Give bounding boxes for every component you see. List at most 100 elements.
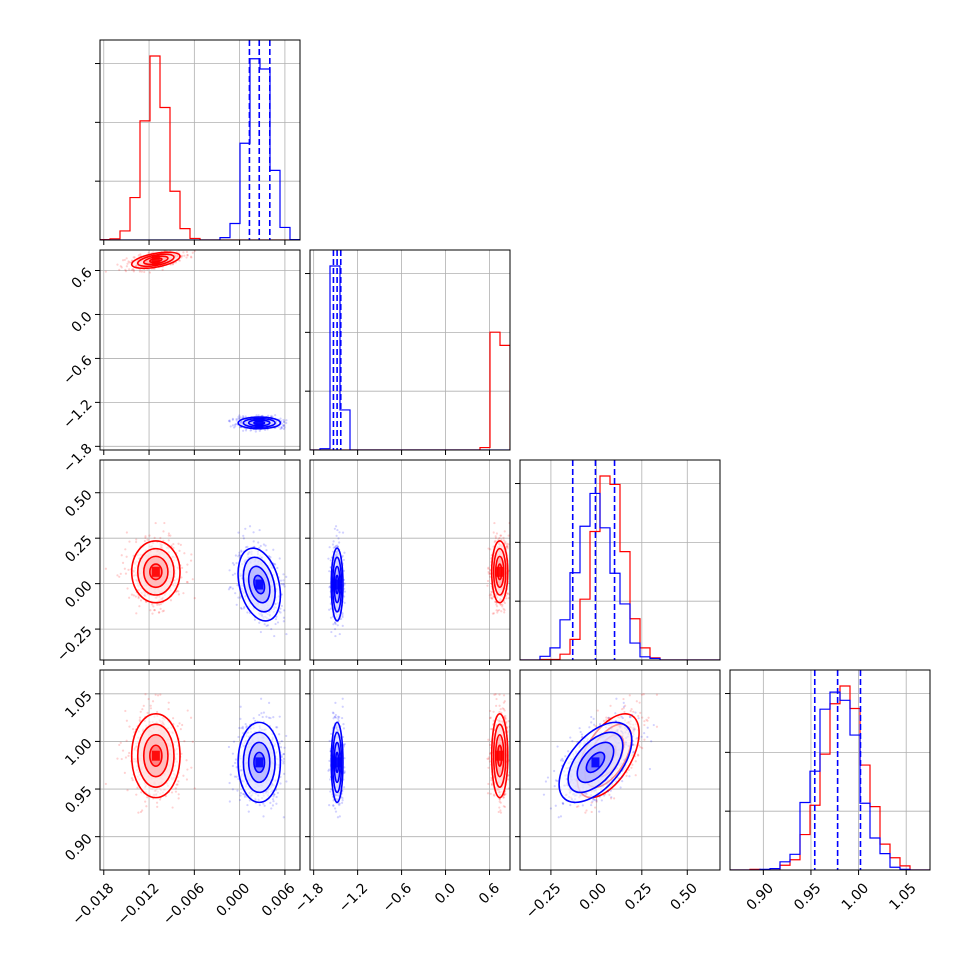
scatter-point (334, 634, 337, 638)
scatter-point (118, 575, 121, 578)
scatter-point (167, 701, 170, 704)
scatter-point (139, 253, 142, 256)
scatter-point (169, 599, 173, 602)
scatter-point (126, 262, 129, 265)
grid-lines (310, 460, 510, 660)
scatter-point (269, 556, 272, 559)
scatter-point (154, 521, 157, 525)
scatter-point (144, 536, 147, 539)
y-tick-label: 0.25 (62, 533, 95, 566)
scatter-point (141, 809, 144, 812)
scatter-point (249, 429, 252, 432)
scatter-point (285, 419, 288, 422)
scatter-point (280, 582, 283, 586)
scatter-point (125, 555, 128, 558)
scatter-point (238, 551, 241, 554)
scatter-point (156, 805, 159, 808)
scatter-point (274, 622, 277, 626)
scatter-point (337, 537, 340, 540)
scatter-point (502, 539, 506, 542)
scatter-point (240, 550, 243, 553)
scatter-point (147, 697, 150, 701)
scatter-point (506, 545, 509, 548)
scatter-point (506, 592, 509, 595)
scatter-point (176, 725, 179, 728)
scatter-point (342, 558, 346, 562)
scatter-point (283, 420, 286, 423)
scatter-point (493, 521, 496, 525)
scatter-point (104, 567, 107, 570)
scatter-point (489, 596, 492, 599)
scatter-point (258, 546, 261, 549)
scatter-point (143, 539, 146, 543)
scatter-point (191, 740, 194, 743)
scatter-point (180, 576, 183, 579)
scatter-point (266, 624, 270, 627)
panel-frame (309, 249, 511, 451)
scatter-point (340, 617, 343, 621)
scatter-point (279, 579, 283, 582)
panel-content (104, 693, 288, 819)
scatter-point (128, 725, 131, 728)
scatter-point (235, 603, 238, 606)
scatter-point (280, 426, 283, 429)
y-tick-label: 0.50 (62, 487, 95, 520)
y-tick-label: −1.2 (60, 397, 95, 432)
scatter-point (495, 532, 499, 535)
scatter-point (258, 429, 261, 432)
scatter-point (178, 259, 181, 262)
scatter-point (258, 528, 261, 532)
scatter-point (244, 527, 247, 530)
scatter-point (178, 246, 180, 248)
scatter-point (143, 270, 146, 274)
scatter-point (118, 268, 121, 272)
scatter-point (237, 415, 240, 419)
scatter-point (336, 545, 340, 548)
scatter-point (130, 777, 134, 780)
scatter-point (131, 267, 135, 271)
scatter-point (125, 531, 128, 534)
scatter-point (505, 597, 508, 600)
scatter-point (156, 694, 160, 697)
scatter-point (153, 609, 156, 612)
scatter-point (161, 610, 164, 613)
scatter-point (232, 426, 236, 429)
scatter-point (124, 270, 128, 273)
scatter-point (128, 261, 131, 264)
scatter-point (498, 608, 501, 612)
scatter-point (343, 551, 346, 554)
scatter-point (133, 256, 136, 259)
scatter-point (171, 263, 174, 266)
scatter-point (238, 414, 241, 417)
scatter-point (502, 536, 505, 539)
scatter-point (124, 572, 128, 575)
scatter-point (332, 540, 335, 543)
scatter-point (338, 541, 341, 544)
scatter-point (496, 611, 499, 614)
scatter-point (180, 256, 183, 259)
scatter-point (343, 582, 346, 585)
density-peak (255, 579, 264, 590)
ticks (515, 483, 688, 665)
scatter-point (119, 265, 122, 268)
scatter-point (282, 424, 285, 427)
scatter-point (185, 571, 188, 574)
scatter-point (178, 722, 181, 725)
scatter-point (282, 418, 285, 422)
histogram-series-1 (520, 492, 720, 660)
scatter-point (125, 257, 128, 260)
scatter-point (164, 795, 167, 798)
ticks (95, 270, 286, 455)
scatter-point (139, 599, 143, 602)
y-tick-label: −0.6 (60, 353, 95, 388)
scatter-point (193, 597, 196, 600)
scatter-point (489, 572, 492, 575)
scatter-point (137, 595, 140, 598)
scatter-point (489, 568, 492, 571)
scatter-point (244, 415, 247, 418)
scatter-point (159, 603, 163, 606)
scatter-point (185, 250, 189, 254)
scatter-point (146, 796, 149, 799)
scatter-point (265, 624, 268, 627)
scatter-point (336, 528, 339, 532)
